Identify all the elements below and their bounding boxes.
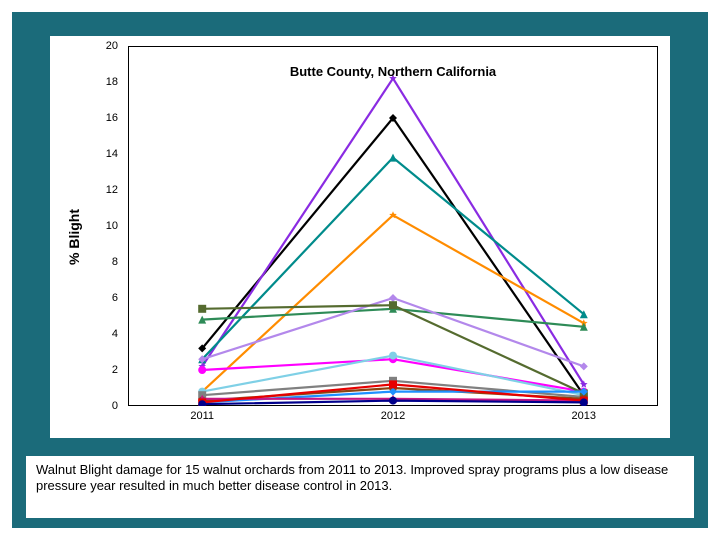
series-marker [389,294,397,302]
series-marker [389,154,397,162]
y-tick: 4 [112,328,118,340]
series-marker [389,301,397,309]
caption: Walnut Blight damage for 15 walnut orcha… [26,456,694,518]
plot-area: Butte County, Northern California [128,46,658,406]
slide-frame: % Blight 02468101214161820 Butte County,… [12,12,708,528]
y-tick: 2 [112,364,118,376]
y-tick: 8 [112,256,118,268]
x-tick: 2013 [572,410,596,422]
chart-card: % Blight 02468101214161820 Butte County,… [50,36,670,438]
caption-text: Walnut Blight damage for 15 walnut orcha… [36,462,668,493]
y-tick: 20 [106,40,118,52]
series-marker [198,305,206,313]
series-marker [580,362,588,370]
y-axis-ticks: 02468101214161820 [50,46,124,406]
y-tick: 0 [112,400,118,412]
plot-svg [128,46,658,406]
x-axis-ticks: 2011 2012 2013 [128,410,658,430]
y-tick: 6 [112,292,118,304]
series-line [202,158,584,360]
series-marker [389,397,397,405]
y-tick: 14 [106,148,118,160]
y-tick: 10 [106,220,118,232]
x-tick: 2011 [190,410,214,422]
series-marker [389,352,397,360]
series-marker [198,366,206,374]
series-marker [389,380,397,388]
y-tick: 12 [106,184,118,196]
y-tick: 16 [106,112,118,124]
x-tick: 2012 [381,410,405,422]
y-tick: 18 [106,76,118,88]
